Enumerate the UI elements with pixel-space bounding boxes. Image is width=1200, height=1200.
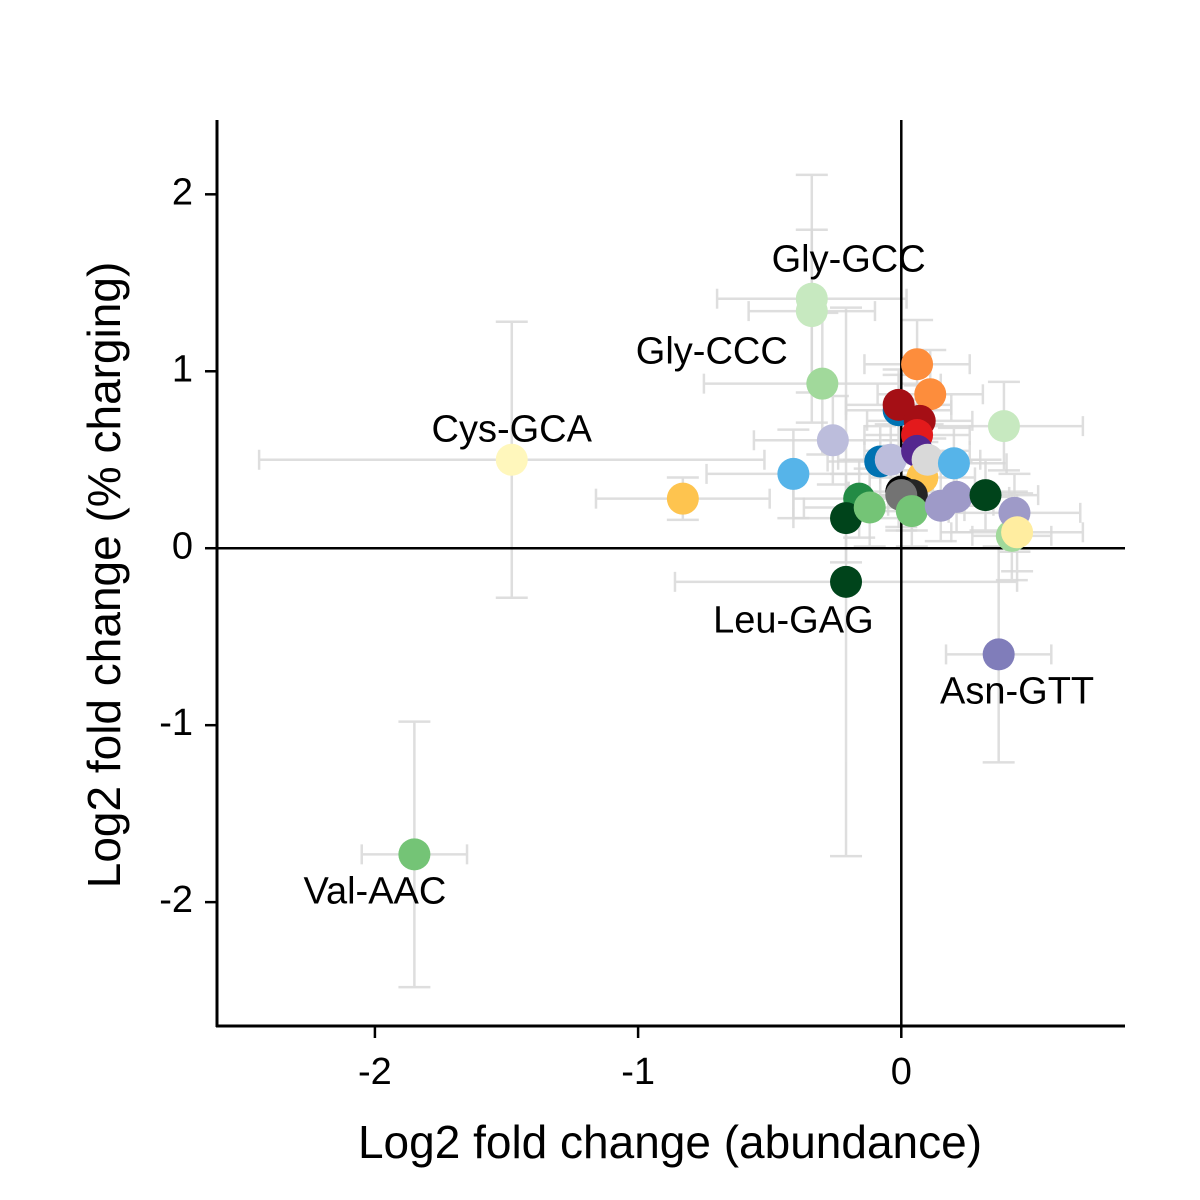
data-point [1001, 516, 1034, 549]
x-tick-label: -1 [621, 1051, 655, 1093]
point-label: Cys-GCA [432, 408, 593, 450]
data-point [914, 378, 947, 411]
data-point [816, 424, 849, 457]
y-tick-label: 1 [172, 348, 193, 390]
data-point [940, 480, 973, 513]
point-label: Asn-GTT [940, 670, 1094, 712]
data-point [853, 491, 886, 524]
point-label: Leu-GAG [713, 600, 874, 642]
data-point [987, 410, 1020, 443]
data-point [969, 479, 1002, 512]
reference-lines [217, 120, 1125, 1026]
data-point [911, 443, 944, 476]
y-tick-label: -2 [159, 879, 193, 921]
x-axis-ticks: -2 -1 0 [358, 1026, 912, 1093]
y-tick-label: 0 [172, 525, 193, 567]
x-tick-label: 0 [891, 1051, 912, 1093]
y-axis-ticks: -2 -1 0 1 2 [159, 171, 217, 921]
data-point [666, 482, 699, 515]
point-annotations: Gly-GCC Gly-CCC Cys-GCA Leu-GAG Asn-GTT Val-A… [303, 239, 1094, 913]
data-point [830, 565, 863, 598]
error-bars [257, 173, 1085, 989]
point-label: Gly-GCC [772, 239, 926, 281]
y-tick-label: -1 [159, 702, 193, 744]
data-point [795, 295, 828, 328]
x-tick-label: -2 [358, 1051, 392, 1093]
data-point [901, 348, 934, 381]
data-point [937, 447, 970, 480]
data-point [398, 838, 431, 871]
x-axis-title: Log2 fold change (abundance) [358, 1116, 982, 1168]
point-label: Val-AAC [303, 870, 446, 912]
data-point [806, 367, 839, 400]
axes [215, 120, 1125, 1028]
y-tick-label: 2 [172, 171, 193, 213]
data-point [777, 457, 810, 490]
data-point [895, 495, 928, 528]
y-axis-title: Log2 fold change (% charging) [78, 262, 130, 889]
data-point [982, 638, 1015, 671]
data-point [495, 443, 528, 476]
data-point [874, 443, 907, 476]
point-label: Gly-CCC [636, 331, 788, 373]
data-points [398, 282, 1034, 871]
